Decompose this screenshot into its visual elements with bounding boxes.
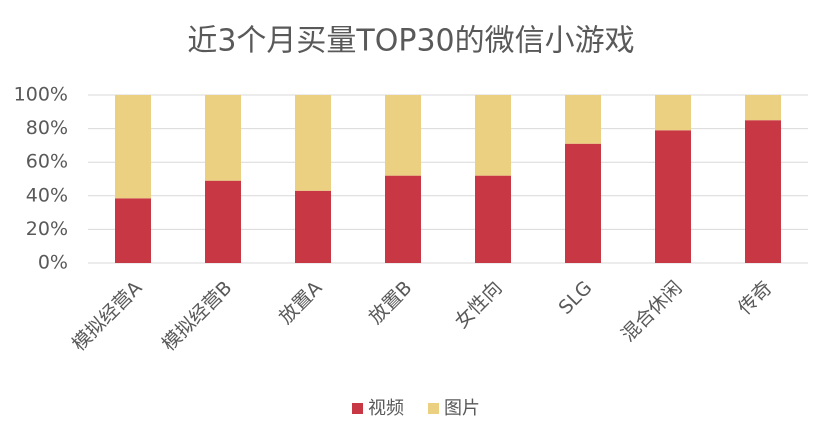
bar-segment bbox=[115, 198, 151, 263]
bar-segment bbox=[565, 95, 601, 144]
x-tick-label: 放置A bbox=[275, 277, 327, 329]
y-tick-label: 80% bbox=[26, 117, 68, 139]
y-tick-label: 20% bbox=[26, 218, 68, 240]
y-tick-label: 100% bbox=[14, 84, 68, 106]
legend-swatch bbox=[428, 403, 439, 414]
x-tick-label: 模拟经营B bbox=[158, 277, 237, 356]
x-tick-label: 混合休闲 bbox=[617, 277, 686, 346]
bar-segment bbox=[385, 95, 421, 176]
x-tick-label: 女性向 bbox=[451, 277, 507, 333]
y-tick-label: 40% bbox=[26, 184, 68, 206]
legend-swatch bbox=[352, 403, 363, 414]
legend-label: 图片 bbox=[444, 398, 480, 419]
bar-segment bbox=[745, 120, 781, 263]
bar-segment bbox=[295, 190, 331, 263]
y-tick-label: 0% bbox=[38, 252, 68, 274]
bar-segment bbox=[385, 175, 421, 263]
legend-label: 视频 bbox=[368, 398, 404, 419]
bar-segment bbox=[475, 175, 511, 263]
x-tick-label: SLG bbox=[554, 277, 596, 319]
bar-segment bbox=[205, 180, 241, 263]
bar-segment bbox=[745, 95, 781, 121]
bar-segment bbox=[565, 143, 601, 263]
bar-segment bbox=[295, 95, 331, 191]
bar-segment bbox=[205, 95, 241, 181]
bar-segment bbox=[115, 95, 151, 199]
chart-title: 近3个月买量TOP30的微信小游戏 bbox=[187, 24, 634, 59]
x-tick-label: 传奇 bbox=[734, 277, 776, 319]
x-tick-label: 放置B bbox=[365, 277, 417, 329]
bar-segment bbox=[475, 95, 511, 176]
bar-segment bbox=[655, 130, 691, 263]
x-tick-label: 模拟经营A bbox=[68, 277, 146, 355]
bar-segment bbox=[655, 95, 691, 131]
y-tick-label: 60% bbox=[26, 151, 68, 173]
